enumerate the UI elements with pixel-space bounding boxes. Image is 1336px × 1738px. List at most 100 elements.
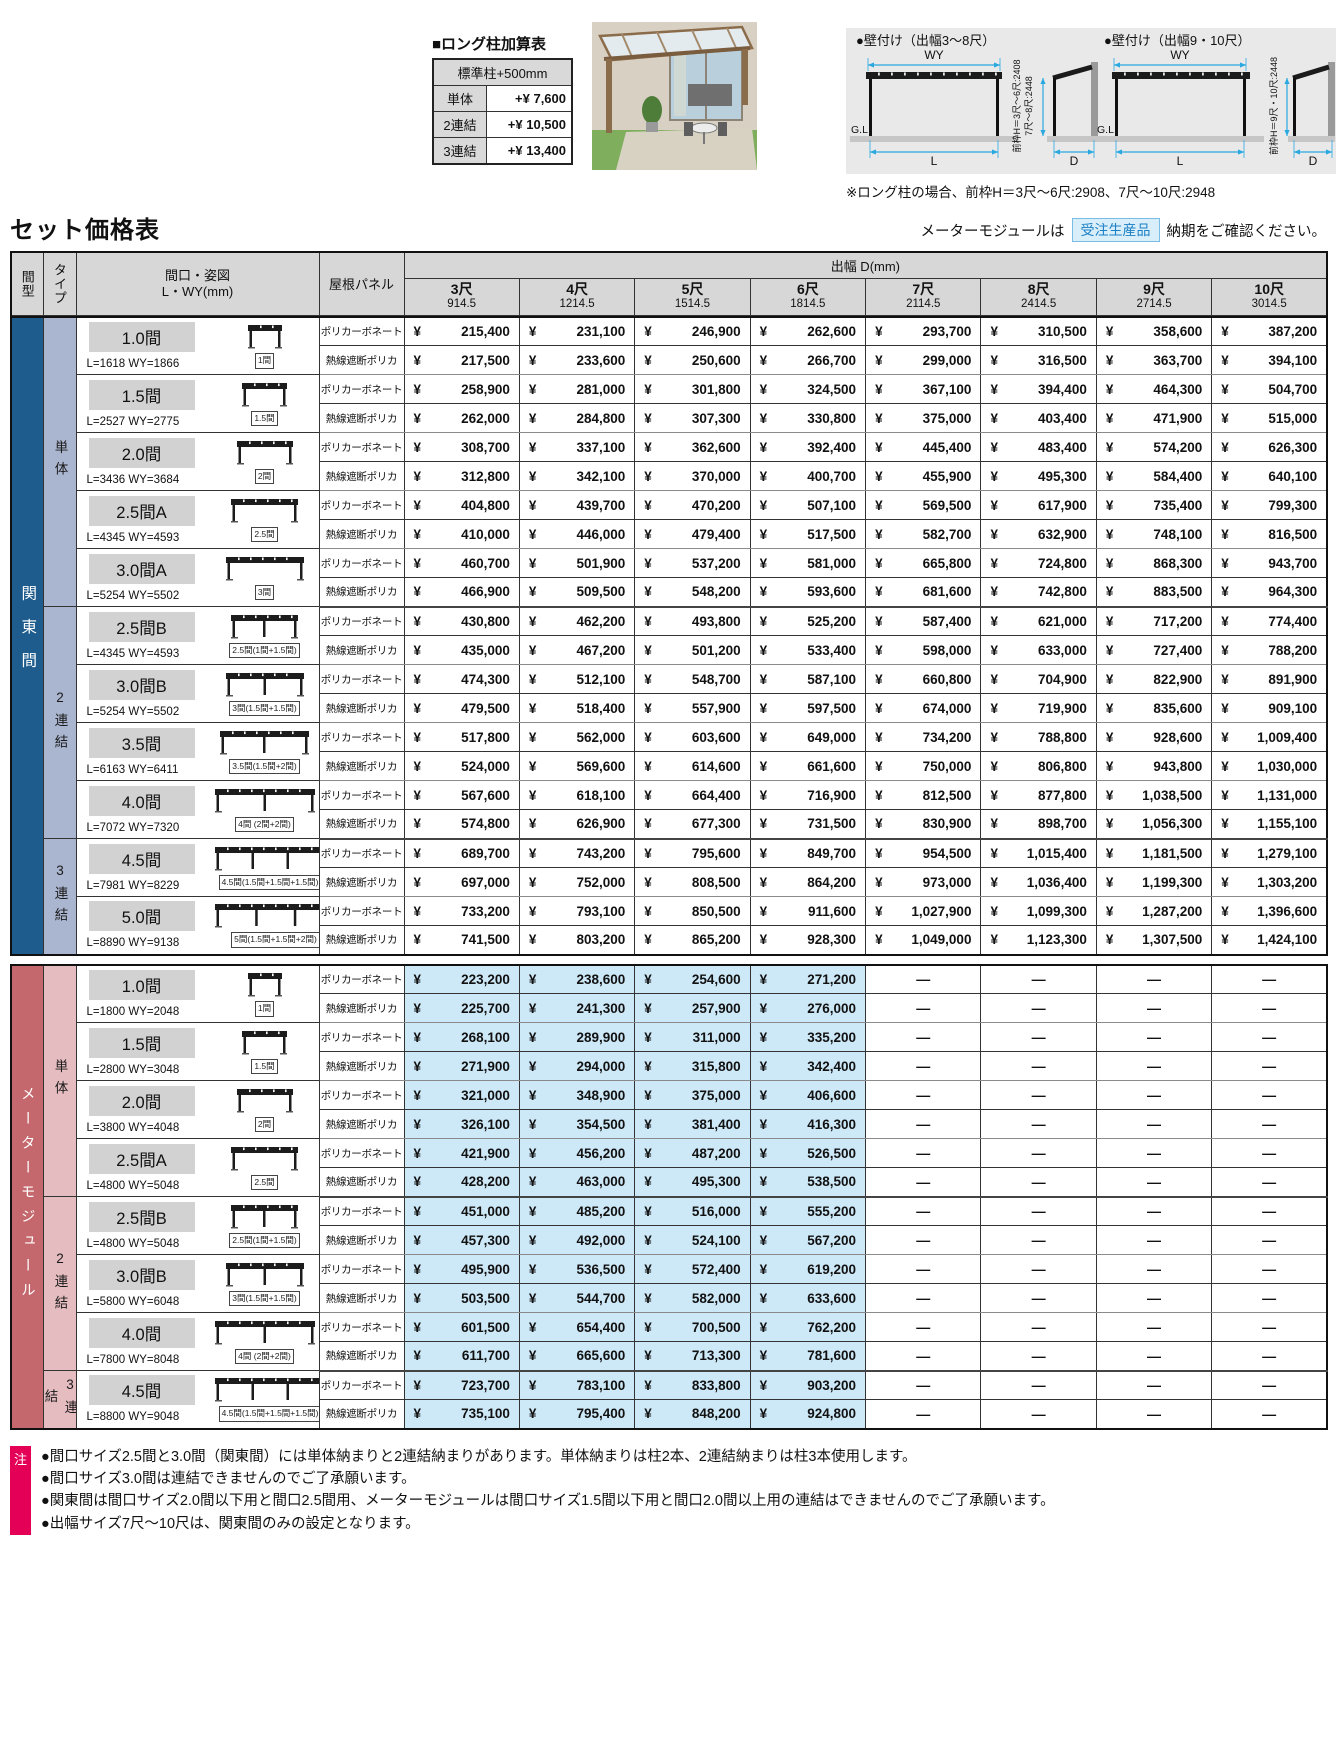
price-cell: ¥795,600	[634, 838, 751, 868]
price-cell: ¥806,800	[980, 751, 1097, 781]
panel-label: ポリカーボネート	[318, 1022, 405, 1052]
price-cell: ¥435,000	[403, 635, 520, 665]
price-cell: ¥830,900	[865, 809, 982, 840]
price-cell-empty: —	[980, 1051, 1097, 1081]
price-cell: ¥569,500	[865, 490, 982, 520]
yen-sign: ¥	[990, 497, 998, 513]
yen-sign: ¥	[875, 700, 883, 716]
yen-sign: ¥	[759, 845, 768, 861]
yen-sign: ¥	[1221, 642, 1229, 658]
yen-sign: ¥	[759, 497, 768, 513]
price-cell: ¥430,800	[403, 606, 520, 636]
yen-sign: ¥	[759, 642, 768, 658]
price-cell: ¥533,400	[749, 635, 867, 665]
price-cell: ¥337,100	[518, 432, 636, 462]
yen-sign: ¥	[1105, 323, 1114, 339]
price-cell: ¥257,900	[634, 993, 751, 1023]
price-cell: ¥460,700	[403, 548, 520, 578]
price-cell: ¥574,200	[1095, 432, 1213, 462]
yen-sign: ¥	[528, 874, 537, 890]
price-cell: ¥748,100	[1095, 519, 1213, 549]
price-cell-empty: —	[865, 1051, 982, 1081]
price-cell: ¥597,500	[749, 693, 867, 723]
yen-sign: ¥	[644, 874, 652, 890]
yen-sign: ¥	[528, 1029, 537, 1045]
price-cell: ¥614,600	[634, 751, 751, 781]
panel-label: 熱線遮断ポリカ	[318, 461, 405, 491]
note-badge: 注	[10, 1445, 31, 1536]
price-cell: ¥381,400	[634, 1109, 751, 1139]
yen-sign: ¥	[644, 1232, 652, 1248]
price-cell: ¥457,300	[403, 1225, 520, 1255]
yen-sign: ¥	[875, 439, 883, 455]
yen-sign: ¥	[413, 1261, 422, 1277]
yen-sign: ¥	[759, 381, 768, 397]
price-cell: ¥1,015,400	[980, 838, 1097, 868]
price-cell: ¥524,000	[403, 751, 520, 781]
price-cell: ¥316,500	[980, 345, 1097, 375]
yen-sign: ¥	[759, 903, 768, 919]
yen-sign: ¥	[413, 729, 422, 745]
price-cell: ¥375,000	[634, 1080, 751, 1110]
spec-diagram	[225, 1262, 304, 1287]
price-cell-empty: —	[1095, 1283, 1213, 1313]
yen-sign: ¥	[413, 1000, 422, 1016]
price-cell-empty: —	[980, 1312, 1097, 1342]
price-cell: ¥544,700	[518, 1283, 636, 1313]
price-cell: ¥536,500	[518, 1254, 636, 1284]
price-cell: ¥724,800	[980, 548, 1097, 578]
price-cell-empty: —	[1095, 1341, 1213, 1372]
panel-label: ポリカーボネート	[318, 722, 405, 752]
price-cell: ¥474,300	[403, 664, 520, 694]
size-label: 5.0間	[88, 901, 195, 932]
price-cell: ¥342,400	[749, 1051, 867, 1081]
price-cell: ¥689,700	[403, 838, 520, 868]
price-cell: ¥574,800	[403, 809, 520, 840]
price-cell-empty: —	[1095, 1051, 1213, 1081]
spec-diagram	[231, 614, 298, 639]
size-label: 4.5間	[88, 843, 195, 874]
long-pillar-header: 標準柱+500mm	[432, 58, 573, 86]
yen-sign: ¥	[759, 729, 768, 745]
section-label: 関東間	[10, 316, 44, 955]
diagram-label: 2.5間	[251, 1174, 278, 1191]
panel-label: ポリカーボネート	[318, 896, 405, 926]
price-cell: ¥462,200	[518, 606, 636, 636]
lwy-label: L=1800 WY=2048	[86, 1005, 180, 1018]
price-cell: ¥215,400	[403, 316, 520, 346]
price-cell-empty: —	[1095, 1196, 1213, 1226]
price-cell: ¥241,300	[518, 993, 636, 1023]
yen-sign: ¥	[413, 468, 422, 484]
price-cell-empty: —	[980, 1370, 1097, 1400]
lwy-label: L=7072 WY=7320	[86, 821, 180, 834]
yen-sign: ¥	[528, 468, 537, 484]
price-cell: ¥262,600	[749, 316, 867, 346]
yen-sign: ¥	[1105, 352, 1114, 368]
svg-text:D: D	[1070, 154, 1079, 168]
yen-sign: ¥	[875, 526, 883, 542]
price-cell-empty: —	[1211, 993, 1328, 1023]
yen-sign: ¥	[1105, 381, 1114, 397]
price-cell: ¥954,500	[865, 838, 982, 868]
yen-sign: ¥	[759, 1319, 768, 1335]
lwy-label: L=5254 WY=5502	[86, 589, 180, 602]
long-pillar-row-value: +¥ 13,400	[486, 137, 573, 165]
diagram-label: 2間	[254, 1116, 275, 1133]
price-cell: ¥822,900	[1095, 664, 1213, 694]
price-cell: ¥525,200	[749, 606, 867, 636]
price-cell: ¥504,700	[1211, 374, 1328, 404]
header-roof-panel: 屋根パネル	[318, 251, 405, 316]
size-label: 1.5間	[88, 379, 195, 410]
yen-sign: ¥	[1221, 468, 1229, 484]
yen-sign: ¥	[644, 729, 652, 745]
price-cell: ¥928,600	[1095, 722, 1213, 752]
yen-sign: ¥	[644, 1058, 652, 1074]
price-cell: ¥587,100	[749, 664, 867, 694]
yen-sign: ¥	[528, 526, 537, 542]
yen-sign: ¥	[990, 874, 998, 890]
price-cell-empty: —	[865, 993, 982, 1023]
yen-sign: ¥	[528, 1087, 537, 1103]
yen-sign: ¥	[413, 410, 422, 426]
type-group-label: 2連結	[42, 606, 77, 839]
panel-label: 熱線遮断ポリカ	[318, 993, 405, 1023]
